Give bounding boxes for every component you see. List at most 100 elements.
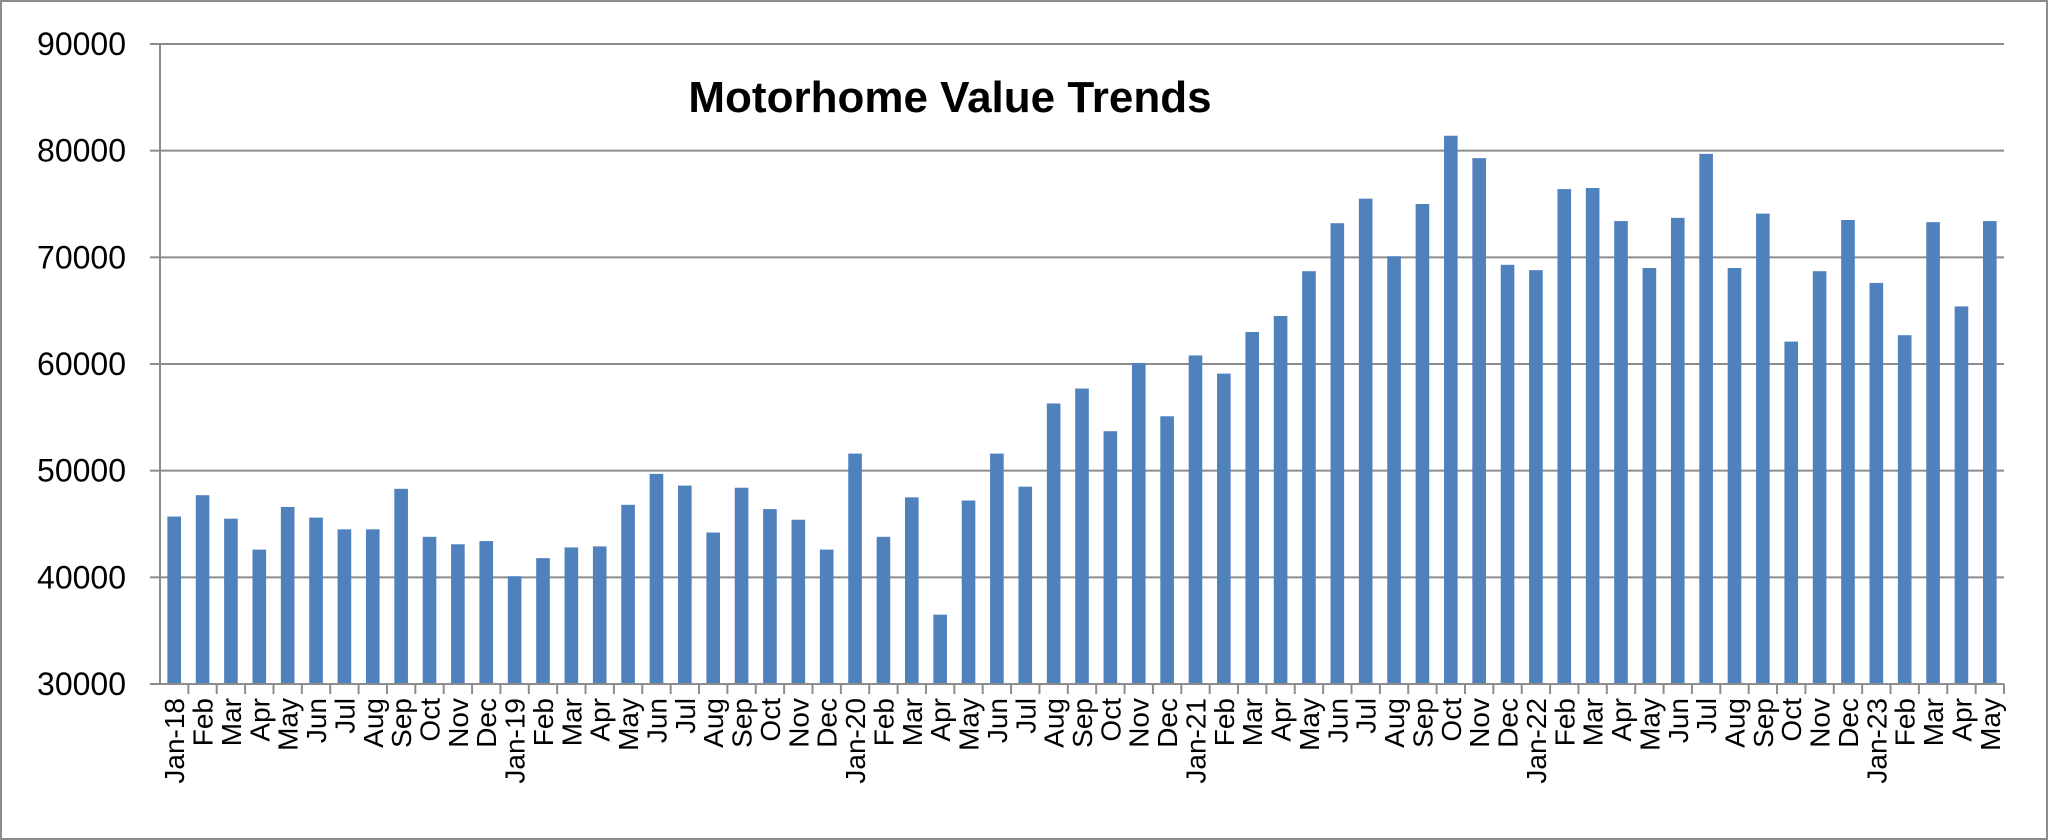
x-tick-label: Jun (1322, 698, 1353, 743)
x-tick-label: Jun (641, 698, 672, 743)
bar (791, 519, 806, 684)
bar (1330, 223, 1345, 684)
x-tick-label: Feb (1549, 698, 1580, 746)
bar (1131, 362, 1146, 684)
gridlines (150, 43, 2004, 685)
x-tick-label: Jan-21 (1180, 698, 1211, 784)
x-tick-label: Jul (1351, 698, 1382, 734)
axes (159, 44, 2004, 685)
bar (1415, 204, 1430, 684)
y-axis-tick-labels: 30000 40000 50000 60000 70000 80000 90000 (37, 26, 126, 702)
bar (167, 516, 181, 684)
bar (1103, 431, 1118, 684)
x-tick-label: Mar (1918, 698, 1949, 746)
bar (280, 506, 295, 684)
bar (1302, 271, 1316, 684)
bar (1812, 271, 1827, 684)
x-tick-label: May (273, 698, 304, 751)
x-tick-label: Mar (216, 698, 247, 746)
x-tick-label: Sep (727, 698, 758, 748)
bar (763, 509, 777, 684)
bar (1642, 268, 1657, 684)
x-tick-label: May (1634, 698, 1665, 751)
bar (592, 546, 607, 684)
x-tick-label: Feb (528, 698, 559, 746)
x-tick-label: Mar (1578, 698, 1609, 746)
x-tick-label: Oct (1776, 698, 1807, 742)
x-tick-label: Jul (670, 698, 701, 734)
y-tick-label: 80000 (37, 133, 126, 169)
bar (309, 517, 323, 684)
x-tick-label: Apr (1606, 698, 1637, 742)
x-tick-label: Aug (1719, 698, 1750, 748)
bar (1670, 217, 1685, 684)
x-tick-label: Mar (1237, 698, 1268, 746)
x-tick-label: Feb (1209, 698, 1240, 746)
x-tick-label: Aug (1379, 698, 1410, 748)
x-tick-label: Aug (358, 698, 389, 748)
bar (1273, 316, 1288, 684)
bar (1756, 213, 1770, 684)
bar (1585, 188, 1600, 684)
x-tick-label: Nov (1464, 698, 1495, 748)
x-tick-label: Jun (982, 698, 1013, 743)
bar (337, 529, 352, 684)
bar (621, 504, 635, 684)
bar (1245, 332, 1260, 684)
x-tick-label: Nov (783, 698, 814, 748)
x-tick-label: Nov (443, 698, 474, 748)
bar (1160, 416, 1174, 684)
bar (1529, 270, 1543, 684)
x-tick-label: May (613, 698, 644, 751)
x-tick-label: Jun (301, 698, 332, 743)
x-tick-label: Sep (1067, 698, 1098, 748)
x-tick-label: Apr (585, 698, 616, 742)
y-tick-label: 50000 (37, 453, 126, 489)
x-tick-label: Nov (1124, 698, 1155, 748)
bar (848, 453, 862, 684)
x-tick-label: Jul (1691, 698, 1722, 734)
bar (1358, 198, 1373, 684)
x-tick-label: May (954, 698, 985, 751)
x-tick-label: Jan-18 (159, 698, 190, 784)
bar (252, 549, 267, 684)
bar (1897, 335, 1912, 684)
bar (1188, 355, 1203, 684)
x-tick-label: Dec (1152, 698, 1183, 748)
bar (678, 485, 692, 684)
bar (1500, 264, 1515, 684)
bar (564, 547, 579, 684)
bar (394, 488, 408, 684)
x-tick-label: Oct (1095, 698, 1126, 742)
bar (961, 500, 976, 684)
chart-title: Motorhome Value Trends (688, 73, 1211, 122)
x-tick-label: Apr (925, 698, 956, 742)
x-tick-label: Dec (1493, 698, 1524, 748)
x-tick-label: Apr (1266, 698, 1297, 742)
bar (1727, 268, 1742, 684)
x-tick-label: Feb (188, 698, 219, 746)
x-tick-label: May (1294, 698, 1325, 751)
x-tick-label: Dec (1833, 698, 1864, 748)
bar (706, 532, 721, 684)
x-tick-label: Oct (415, 698, 446, 742)
bar (451, 544, 465, 684)
x-tick-label: Nov (1805, 698, 1836, 748)
bar (1983, 221, 1997, 685)
x-tick-label: Jan-23 (1861, 698, 1892, 784)
x-tick-label: Oct (1436, 698, 1467, 742)
y-tick-label: 60000 (37, 346, 126, 382)
x-tick-label: Mar (556, 698, 587, 746)
x-tick-label: Feb (868, 698, 899, 746)
x-tick-label: Jun (1663, 698, 1694, 743)
x-tick-label: Jul (1010, 698, 1041, 734)
bar (819, 549, 834, 684)
x-tick-label: Jan-22 (1521, 698, 1552, 784)
x-tick-label: Aug (1039, 698, 1070, 748)
bar (876, 536, 891, 684)
bar (1926, 222, 1940, 684)
bar (1784, 341, 1799, 684)
bar (422, 536, 437, 684)
bar (904, 497, 919, 684)
bar (1841, 220, 1855, 684)
